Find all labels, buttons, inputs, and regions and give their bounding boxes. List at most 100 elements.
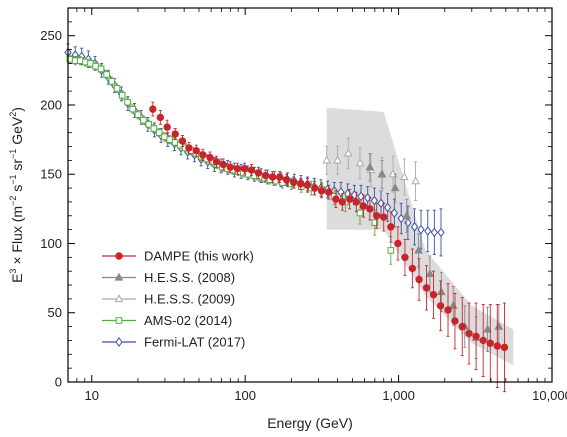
series-4-point (113, 85, 121, 92)
series-1-point (254, 169, 263, 177)
series-1-point (296, 180, 305, 188)
series-1-point (444, 306, 452, 314)
series-4-point (76, 57, 84, 64)
series-2-point (402, 210, 412, 219)
series-1-point (240, 164, 249, 173)
y-tick-label: 50 (48, 305, 62, 320)
series-1-point (380, 213, 388, 221)
series-4-point (155, 129, 163, 136)
legend-marker (115, 337, 123, 347)
series-4-point (97, 65, 105, 73)
series-5-point (417, 224, 425, 235)
series-1-point (436, 302, 445, 310)
series-1-point (324, 188, 333, 196)
series-2-point (414, 245, 423, 254)
series-4-point (92, 62, 99, 70)
series-1-point (206, 153, 214, 162)
series-1-point (345, 195, 354, 203)
series-5-point (424, 226, 432, 236)
series-1-point (373, 212, 381, 220)
series-4-point (166, 136, 173, 143)
legend-entry-4: AMS-02 (2014) (102, 313, 232, 328)
legend-label: H.E.S.S. (2009) (144, 292, 235, 307)
x-tick-label: 100 (234, 388, 256, 403)
series-4-point (103, 71, 110, 78)
series-4-point (140, 116, 147, 124)
series-1-point (401, 253, 409, 262)
series-4-point (145, 121, 152, 128)
series-5-point (364, 192, 372, 203)
series-1-point (303, 181, 312, 190)
series-1-point (311, 184, 319, 192)
series-1-point (219, 160, 227, 169)
series-1-point (156, 113, 165, 122)
legend-label: Fermi-LAT (2017) (144, 335, 245, 350)
series-5-point (384, 202, 392, 213)
x-tick-label: 10,000 (532, 388, 567, 403)
series-1-point (338, 198, 347, 206)
legend-marker (114, 294, 124, 303)
series-1-point (185, 144, 193, 152)
series-4-point (387, 247, 395, 254)
series-1-point (199, 151, 207, 159)
series-5-point (397, 213, 405, 224)
series-1-point (289, 178, 298, 187)
legend-marker (114, 272, 124, 281)
legend-label: AMS-02 (2014) (144, 313, 232, 328)
series-1 (149, 101, 509, 393)
series-1-point (479, 336, 487, 345)
legend-entry-5: Fermi-LAT (2017) (102, 335, 245, 350)
series-1-point (317, 187, 326, 195)
series-layer (64, 43, 509, 393)
series-1-point (394, 239, 402, 248)
y-tick-label: 100 (40, 236, 62, 251)
series-2-point (365, 162, 375, 171)
series-4-point (356, 209, 364, 217)
series-1-point (408, 264, 417, 273)
series-1-point (149, 105, 157, 113)
series-1-point (352, 198, 360, 206)
series-2-point (377, 169, 387, 178)
series-1-point (178, 137, 187, 145)
legend-marker (115, 252, 123, 260)
series-3-point (343, 148, 353, 157)
series-1-point (276, 173, 284, 181)
legend-label: H.E.S.S. (2008) (144, 270, 235, 285)
series-2-point (425, 269, 435, 278)
series-5-point (437, 227, 445, 238)
legend: DAMPE (this work) H.E.S.S. (2008) H.E.S.S.… (102, 249, 254, 350)
series-1-point (422, 284, 431, 292)
series-1-point (465, 329, 473, 338)
series-1-point (192, 146, 200, 155)
series-1-point (282, 176, 291, 184)
series-1-point (415, 275, 423, 284)
series-1-point (458, 322, 466, 331)
series-4-point (134, 111, 142, 118)
series-3-point (333, 155, 342, 164)
series-2-point (483, 324, 492, 333)
series-1-point (261, 171, 270, 180)
series-2-point (437, 287, 446, 296)
tick-layer: 10 100 1,000 10,000 0 50 100 150 200 250 (40, 8, 567, 403)
series-1-point (359, 202, 368, 210)
series-1-point (268, 173, 277, 181)
legend-entry-1: DAMPE (this work) (102, 249, 254, 264)
legend-entry-2: H.E.S.S. (2008) (102, 270, 235, 285)
series-1-point (171, 130, 179, 138)
series-4-point (150, 125, 158, 132)
series-4-point (108, 78, 116, 85)
series-3-point (399, 172, 409, 181)
x-tick-label: 1,000 (382, 388, 415, 403)
series-1-point (472, 332, 480, 340)
series-1-point (332, 195, 340, 203)
series-1-point (226, 163, 235, 171)
series-1-point (163, 123, 171, 131)
y-tick-label: 0 (55, 375, 62, 390)
series-1-point (233, 164, 242, 173)
series-1-point (486, 339, 494, 347)
series-1-point (500, 343, 509, 352)
series-4-point (124, 98, 131, 106)
series-5-point (370, 195, 378, 206)
series-1-point (429, 291, 438, 299)
